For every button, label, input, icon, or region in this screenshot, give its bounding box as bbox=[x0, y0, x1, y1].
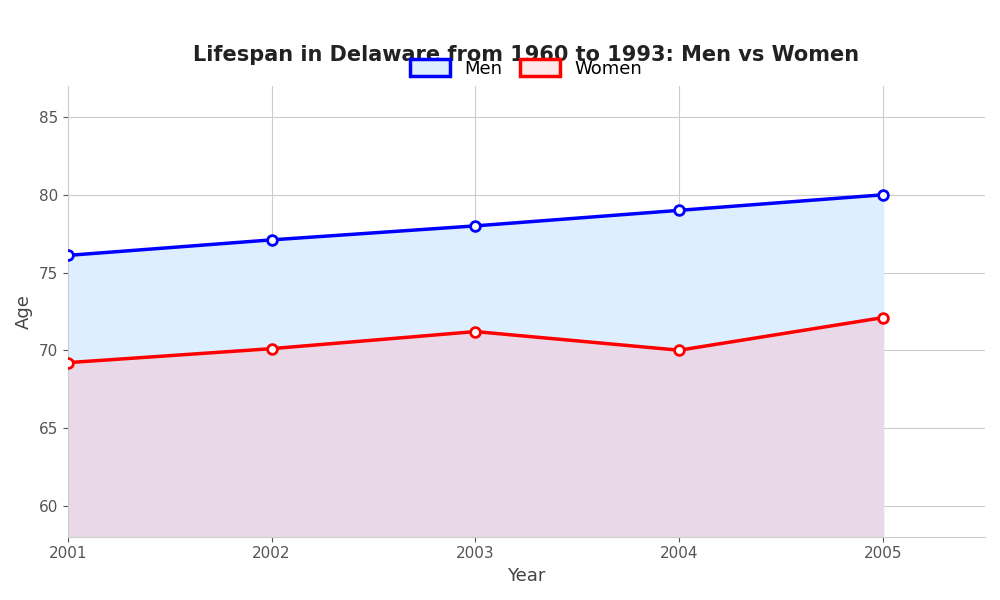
X-axis label: Year: Year bbox=[507, 567, 546, 585]
Y-axis label: Age: Age bbox=[15, 294, 33, 329]
Legend: Men, Women: Men, Women bbox=[401, 50, 651, 87]
Title: Lifespan in Delaware from 1960 to 1993: Men vs Women: Lifespan in Delaware from 1960 to 1993: … bbox=[193, 45, 859, 65]
